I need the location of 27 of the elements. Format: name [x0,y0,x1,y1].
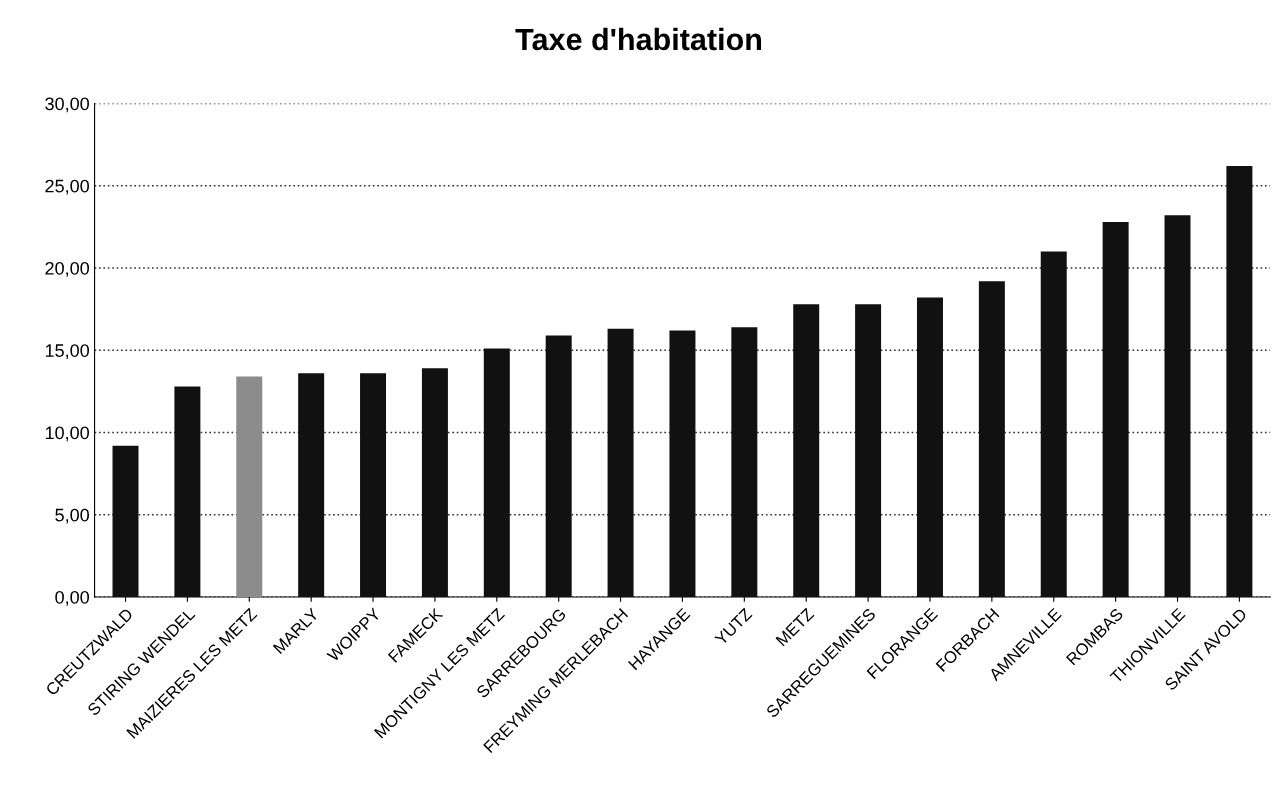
y-tick-label: 5,00 [55,508,90,524]
bar [1040,251,1067,597]
bar [360,373,387,597]
bar [607,328,634,597]
chart-title: Taxe d'habitation [515,27,762,51]
bar [236,376,263,597]
bar [731,327,758,597]
y-tick-label: 25,00 [45,179,90,195]
bar [421,368,448,597]
bar [1226,165,1253,597]
bar [1102,221,1129,597]
bar [112,445,139,597]
bar [174,386,201,597]
y-tick-label: 10,00 [45,426,90,442]
bar [669,330,696,597]
bar [793,304,820,597]
y-tick-label: 15,00 [45,344,90,360]
bar [545,335,572,597]
bar [1164,215,1191,597]
bar [483,348,510,597]
y-tick-label: 30,00 [45,97,90,113]
y-tick-label: 20,00 [45,261,90,277]
bar [978,281,1005,597]
bar [298,373,325,597]
bar [855,304,882,597]
y-tick-label: 0,00 [55,590,90,606]
bar [916,297,943,597]
